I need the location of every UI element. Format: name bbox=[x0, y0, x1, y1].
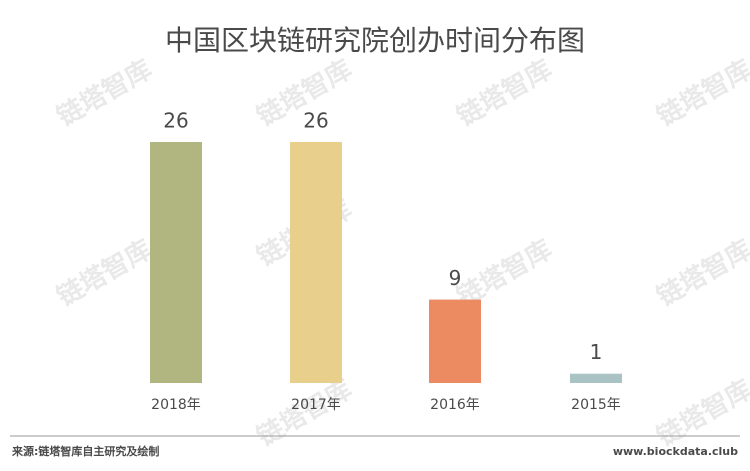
bar bbox=[290, 142, 342, 383]
watermark: 链塔智库 bbox=[52, 234, 158, 313]
value-label: 1 bbox=[590, 340, 603, 364]
value-label: 26 bbox=[163, 109, 188, 133]
value-label: 26 bbox=[303, 109, 328, 133]
x-tick-label: 2016年 bbox=[430, 397, 480, 413]
watermark: 链塔智库 bbox=[652, 234, 750, 313]
source: 来源:链塔智库自主研究及绘制 bbox=[11, 444, 159, 458]
value-label: 9 bbox=[449, 266, 462, 290]
watermark: 链塔智库 bbox=[252, 374, 358, 453]
website: www.biockdata.club bbox=[613, 445, 738, 458]
chart-title: 中国区块链研究院创办时间分布图 bbox=[165, 24, 585, 57]
watermark: 链塔智库 bbox=[652, 54, 750, 133]
bar bbox=[570, 373, 622, 383]
x-tick-label: 2015年 bbox=[571, 397, 621, 413]
x-tick-label: 2018年 bbox=[151, 397, 201, 413]
bar bbox=[429, 299, 481, 383]
x-tick-label: 2017年 bbox=[291, 397, 341, 413]
watermark: 链塔智库 bbox=[652, 374, 750, 453]
bar bbox=[150, 142, 202, 383]
watermark: 链塔智库 bbox=[52, 54, 158, 133]
watermark: 链塔智库 bbox=[452, 54, 558, 133]
